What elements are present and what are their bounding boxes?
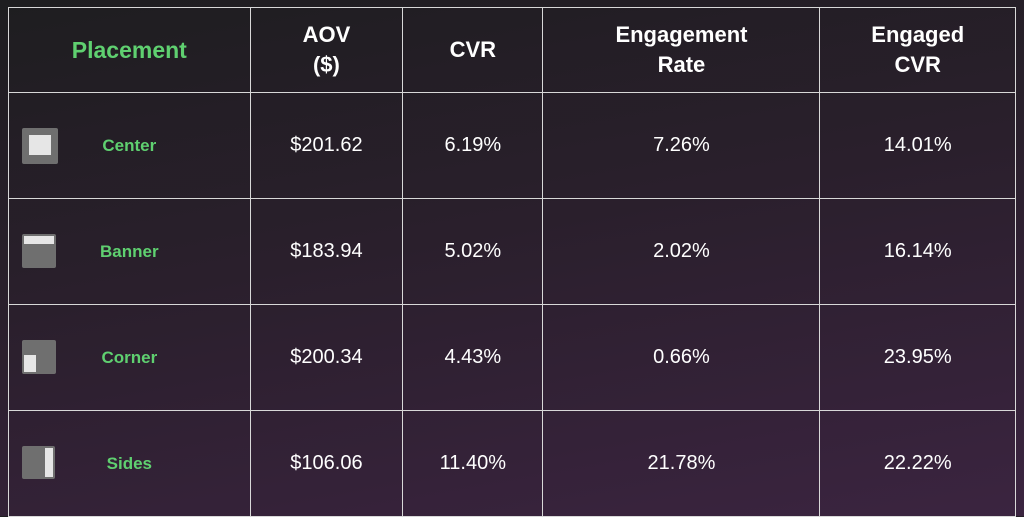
placement-cell: Banner	[8, 198, 251, 305]
table-row: Sides $106.06 11.40% 21.78% 22.22%	[8, 410, 1016, 517]
sides-placement-icon	[22, 445, 55, 479]
header-cvr: CVR	[402, 7, 544, 93]
placement-label: Corner	[101, 347, 158, 367]
center-placement-icon	[22, 127, 58, 164]
placement-label: Sides	[106, 453, 152, 473]
aov-cell: $183.94	[249, 198, 404, 305]
corner-placement-icon	[22, 339, 56, 374]
aov-cell: $106.06	[249, 410, 404, 517]
header-ecvr-line2: CVR	[894, 52, 941, 77]
header-placement: Placement	[8, 7, 251, 93]
aov-cell: $201.62	[249, 92, 404, 199]
placement-cell: Center	[8, 92, 251, 199]
table-row: Banner $183.94 5.02% 2.02% 16.14%	[8, 198, 1016, 305]
engagement-rate-cell: 21.78%	[542, 410, 821, 517]
header-er-line2: Rate	[657, 52, 706, 77]
cvr-cell: 5.02%	[402, 198, 544, 305]
engagement-rate-cell: 7.26%	[542, 92, 821, 199]
header-ecvr-line1: Engaged	[871, 22, 965, 47]
header-aov-line2: ($)	[312, 52, 340, 77]
header-engagement-rate: Engagement Rate	[542, 7, 821, 93]
placement-metrics-table: Placement AOV ($) CVR Engagement Rate Enga…	[8, 7, 1016, 517]
engaged-cvr-cell: 22.22%	[819, 410, 1016, 517]
engagement-rate-cell: 2.02%	[542, 198, 821, 305]
cvr-cell: 6.19%	[402, 92, 544, 199]
table-row: Corner $200.34 4.43% 0.66% 23.95%	[8, 304, 1016, 411]
placement-cell: Sides	[8, 410, 251, 517]
engaged-cvr-cell: 14.01%	[819, 92, 1016, 199]
aov-cell: $200.34	[249, 304, 404, 411]
engagement-rate-cell: 0.66%	[542, 304, 821, 411]
placement-cell: Corner	[8, 304, 251, 411]
cvr-cell: 11.40%	[402, 410, 544, 517]
engaged-cvr-cell: 23.95%	[819, 304, 1016, 411]
header-row: Placement AOV ($) CVR Engagement Rate Enga…	[8, 7, 1016, 93]
placement-label: Banner	[100, 241, 159, 261]
engaged-cvr-cell: 16.14%	[819, 198, 1016, 305]
cvr-cell: 4.43%	[402, 304, 544, 411]
header-aov-line1: AOV	[302, 22, 351, 47]
placement-label: Center	[102, 135, 157, 155]
header-er-line1: Engagement	[615, 22, 748, 47]
table-row: Center $201.62 6.19% 7.26% 14.01%	[8, 92, 1016, 199]
banner-placement-icon	[22, 233, 56, 268]
header-engaged-cvr: Engaged CVR	[819, 7, 1016, 93]
header-aov: AOV ($)	[249, 7, 404, 93]
